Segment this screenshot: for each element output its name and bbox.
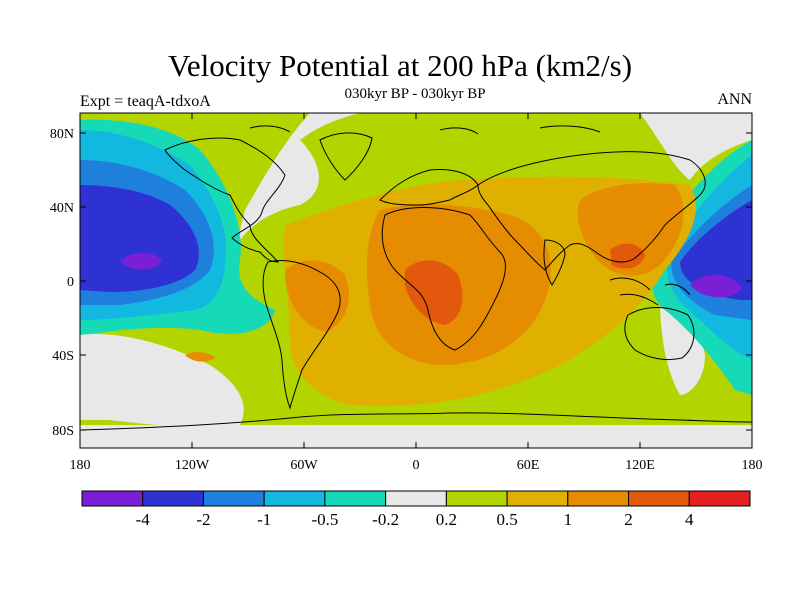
lat-label-80s: 80S [52,424,74,439]
colorbar-swatch [568,491,629,506]
colorbar-swatch [629,491,690,506]
colorbar-swatch [143,491,204,506]
colorbar-swatch [264,491,325,506]
colorbar-label: -0.2 [372,510,399,529]
colorbar-label: -2 [196,510,210,529]
colorbar-swatch [446,491,507,506]
colorbar-swatch [203,491,264,506]
colorbar-label: -4 [136,510,151,529]
lon-label-120w: 120W [175,458,210,473]
colorbar-label: 2 [624,510,633,529]
colorbar-label: 0.5 [496,510,517,529]
colorbar-label: 0.2 [436,510,457,529]
colorbar-swatch [386,491,447,506]
colorbar-swatch [82,491,143,506]
colorbar-label: -0.5 [311,510,338,529]
colorbar-label: -1 [257,510,271,529]
lon-label-180w: 180 [70,458,91,473]
colorbar-swatch [325,491,386,506]
lon-label-180e: 180 [742,458,763,473]
colorbar: -4 -2 -1 -0.5 -0.2 0.2 0.5 1 2 4 [82,491,750,529]
lon-label-60w: 60W [290,458,318,473]
lat-label-40n: 40N [50,201,74,216]
lon-label-60e: 60E [517,458,540,473]
lon-label-0: 0 [413,458,420,473]
lat-label-0: 0 [67,275,74,290]
lat-label-80n: 80N [50,127,74,142]
colorbar-label: 4 [685,510,694,529]
lon-label-120e: 120E [625,458,655,473]
colorbar-swatch [689,491,750,506]
contour-fill-layer [80,113,752,448]
lat-label-40s: 40S [52,349,74,364]
colorbar-label: 1 [564,510,573,529]
colorbar-swatch [507,491,568,506]
